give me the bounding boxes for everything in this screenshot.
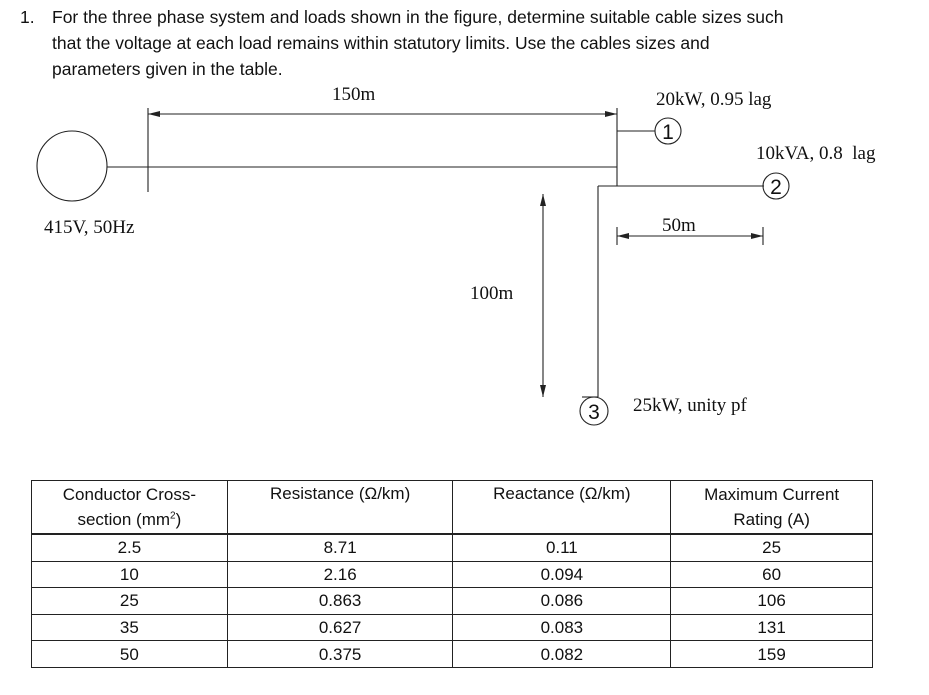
table-row: 50 0.375 0.082 159 (31, 640, 873, 668)
table-row: 25 0.863 0.086 106 (31, 587, 873, 615)
table-header-row: Conductor Cross- section (mm2) Resistanc… (31, 480, 873, 535)
cell-resistance: 2.16 (226, 560, 454, 589)
node2-marker (762, 172, 790, 200)
arrowhead-100m-bottom (540, 385, 546, 397)
cell-max-current: 106 (670, 587, 873, 615)
cable-parameters-table: Conductor Cross- section (mm2) Resistanc… (31, 480, 873, 668)
node1-number: 1 (662, 121, 674, 144)
cell-max-current: 25 (670, 533, 873, 562)
cell-resistance: 0.863 (226, 587, 454, 615)
node1-marker (654, 117, 682, 145)
cell-reactance: 0.11 (452, 533, 672, 562)
table-row: 35 0.627 0.083 131 (31, 613, 873, 642)
arrowhead-100m-top (540, 194, 546, 206)
cell-resistance: 0.627 (226, 613, 454, 642)
cell-max-current: 159 (670, 640, 873, 668)
label-node1-load: 20kW, 0.95 lag (656, 89, 772, 110)
source-generator-symbol (36, 130, 108, 202)
cell-max-current: 131 (670, 613, 873, 642)
question-text: For the three phase system and loads sho… (52, 4, 912, 82)
arrowhead-150m-right (605, 111, 617, 117)
table-row: 2.5 8.71 0.11 25 (31, 533, 873, 562)
circuit-diagram: 150m 415V, 50Hz 20kW, 0.95 lag 10kVA, 0.… (36, 84, 876, 426)
node3-number: 3 (588, 401, 600, 424)
header-max-current: Maximum Current Rating (A) (670, 480, 873, 535)
arrowhead-50m-right (751, 233, 763, 239)
node2-number: 2 (770, 176, 782, 199)
cell-resistance: 8.71 (226, 533, 454, 562)
arrowhead-150m-left (148, 111, 160, 117)
cell-reactance: 0.094 (452, 560, 672, 589)
node3-marker (579, 396, 609, 426)
header-reactance: Reactance (Ω/km) (452, 480, 672, 535)
cell-reactance: 0.083 (452, 613, 672, 642)
cell-cross-section: 50 (31, 640, 228, 668)
cell-cross-section: 2.5 (31, 533, 228, 562)
cell-cross-section: 10 (31, 560, 228, 589)
label-100m: 100m (470, 283, 514, 304)
cell-resistance: 0.375 (226, 640, 454, 668)
arrowhead-50m-left (617, 233, 629, 239)
question-line: For the three phase system and loads sho… (52, 7, 784, 27)
question-number: 1. (20, 7, 35, 27)
label-node2-load: 10kVA, 0.8 lag (756, 143, 876, 164)
label-150m: 150m (332, 84, 376, 105)
label-node3-load: 25kW, unity pf (633, 395, 747, 416)
question-line: parameters given in the table. (52, 59, 283, 79)
cell-cross-section: 35 (31, 613, 228, 642)
cell-max-current: 60 (670, 560, 873, 589)
label-50m: 50m (662, 215, 696, 236)
table-row: 10 2.16 0.094 60 (31, 560, 873, 589)
cell-cross-section: 25 (31, 587, 228, 615)
header-resistance: Resistance (Ω/km) (226, 480, 454, 535)
cell-reactance: 0.082 (452, 640, 672, 668)
label-source-voltage: 415V, 50Hz (44, 217, 134, 238)
header-cross-section: Conductor Cross- section (mm2) (31, 480, 228, 535)
question-line: that the voltage at each load remains wi… (52, 33, 710, 53)
cell-reactance: 0.086 (452, 587, 672, 615)
